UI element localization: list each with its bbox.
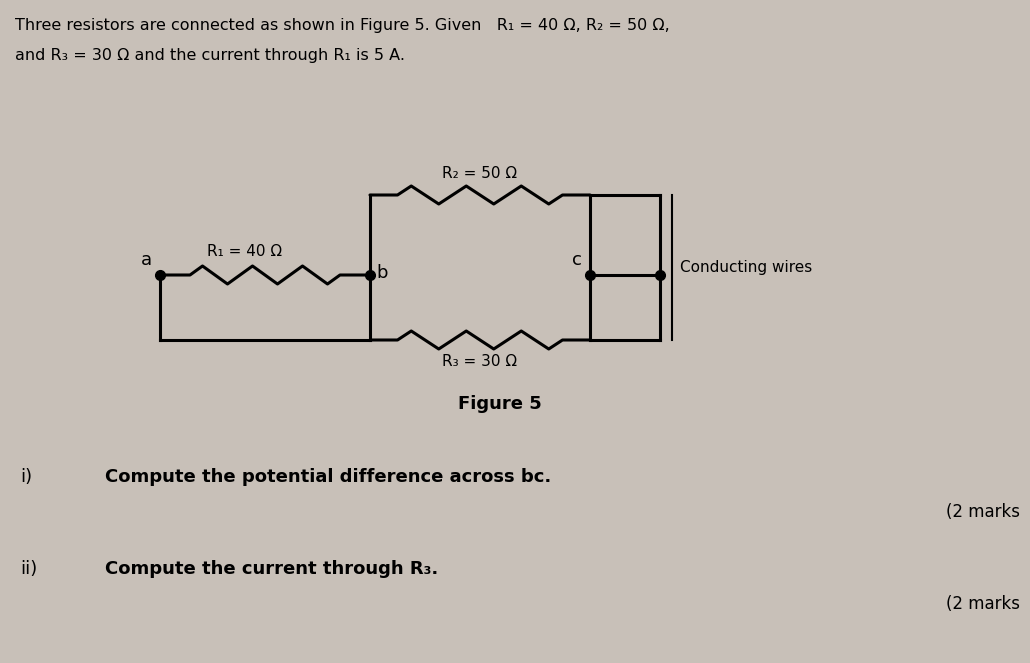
Text: Compute the potential difference across bc.: Compute the potential difference across … bbox=[105, 468, 551, 486]
Text: R₃ = 30 Ω: R₃ = 30 Ω bbox=[443, 354, 517, 369]
Text: c: c bbox=[572, 251, 582, 269]
Text: Three resistors are connected as shown in Figure 5. Given   R₁ = 40 Ω, R₂ = 50 Ω: Three resistors are connected as shown i… bbox=[15, 18, 670, 33]
Text: b: b bbox=[376, 264, 387, 282]
Text: Conducting wires: Conducting wires bbox=[680, 260, 813, 275]
Text: R₁ = 40 Ω: R₁ = 40 Ω bbox=[207, 244, 282, 259]
Text: ii): ii) bbox=[20, 560, 37, 578]
Text: i): i) bbox=[20, 468, 32, 486]
Text: R₂ = 50 Ω: R₂ = 50 Ω bbox=[443, 166, 517, 181]
Text: (2 marks: (2 marks bbox=[946, 503, 1020, 521]
Text: and R₃ = 30 Ω and the current through R₁ is 5 A.: and R₃ = 30 Ω and the current through R₁… bbox=[15, 48, 405, 63]
Text: a: a bbox=[141, 251, 152, 269]
Text: Figure 5: Figure 5 bbox=[458, 395, 542, 413]
Text: Compute the current through R₃.: Compute the current through R₃. bbox=[105, 560, 438, 578]
Text: (2 marks: (2 marks bbox=[946, 595, 1020, 613]
